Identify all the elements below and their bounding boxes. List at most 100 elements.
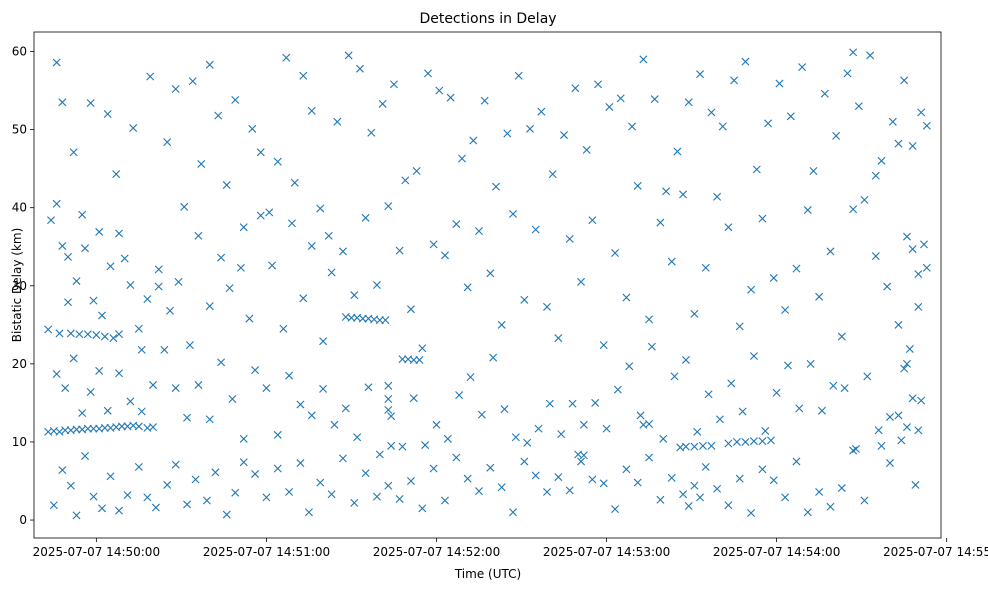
- data-point: [350, 498, 359, 507]
- x-axis-label: Time (UTC): [454, 567, 521, 581]
- data-point: [299, 71, 308, 80]
- data-point: [395, 246, 404, 255]
- data-point: [611, 505, 620, 514]
- data-point: [772, 388, 781, 397]
- data-point: [81, 244, 90, 253]
- data-point: [775, 79, 784, 88]
- data-point: [358, 314, 367, 323]
- data-point: [66, 329, 75, 338]
- data-point: [126, 281, 135, 289]
- data-point: [389, 80, 398, 89]
- data-point: [905, 345, 914, 354]
- data-point: [809, 167, 818, 175]
- data-point: [316, 478, 325, 487]
- data-point: [565, 486, 574, 495]
- data-point: [701, 462, 710, 471]
- data-point: [713, 484, 722, 493]
- data-point: [115, 506, 124, 515]
- data-point: [134, 422, 143, 431]
- data-point: [727, 379, 736, 388]
- data-point: [900, 76, 909, 85]
- data-point: [582, 145, 591, 154]
- data-point: [486, 269, 495, 278]
- data-point: [829, 381, 838, 390]
- data-point: [509, 508, 517, 517]
- data-point: [639, 55, 648, 64]
- data-point: [52, 58, 61, 67]
- data-point: [154, 282, 163, 291]
- data-point: [324, 231, 333, 240]
- data-point: [463, 474, 472, 483]
- data-point: [103, 406, 112, 415]
- data-point: [75, 330, 84, 339]
- x-tick-label: 2025-07-07 14:54:00: [713, 545, 840, 559]
- y-tick-label: 10: [12, 435, 27, 449]
- data-point: [693, 427, 702, 436]
- data-point: [577, 457, 586, 466]
- data-point: [98, 504, 107, 513]
- data-point: [531, 225, 540, 234]
- data-point: [83, 424, 92, 433]
- data-point: [914, 270, 923, 279]
- data-point: [605, 102, 614, 111]
- data-point: [401, 176, 410, 185]
- data-point: [511, 433, 520, 442]
- data-point: [194, 231, 203, 240]
- data-point: [871, 252, 880, 261]
- data-point: [696, 70, 705, 79]
- data-point: [463, 283, 472, 292]
- data-point: [458, 154, 466, 163]
- data-point: [398, 442, 407, 451]
- data-point: [645, 453, 654, 462]
- data-point: [183, 500, 192, 509]
- data-point: [560, 131, 569, 140]
- data-point: [344, 51, 353, 60]
- data-point: [149, 423, 158, 432]
- data-point: [577, 277, 586, 286]
- data-point: [100, 423, 109, 432]
- data-point: [307, 411, 316, 420]
- x-tick-label: 2025-07-07 14:53:00: [543, 545, 670, 559]
- data-point: [265, 208, 274, 217]
- data-point: [860, 195, 869, 204]
- data-point: [78, 210, 87, 219]
- data-point: [554, 473, 563, 482]
- data-point: [885, 412, 894, 421]
- data-point: [707, 108, 716, 117]
- data-point: [917, 108, 926, 117]
- data-point: [849, 48, 858, 57]
- data-point: [205, 415, 214, 424]
- data-point: [650, 95, 659, 104]
- data-point: [146, 72, 155, 81]
- data-point: [409, 394, 418, 403]
- data-point: [599, 341, 608, 350]
- data-point: [633, 181, 642, 190]
- data-point: [338, 454, 347, 463]
- data-point: [372, 492, 381, 501]
- data-point: [500, 405, 509, 414]
- data-point: [781, 305, 790, 314]
- data-point: [475, 487, 483, 496]
- data-point: [319, 337, 328, 346]
- data-point: [112, 170, 121, 179]
- data-point: [273, 430, 282, 439]
- data-point: [707, 441, 716, 450]
- data-point: [537, 107, 546, 116]
- data-point: [452, 220, 461, 229]
- data-point: [372, 281, 381, 289]
- data-point: [749, 437, 758, 446]
- data-point: [860, 496, 869, 505]
- data-point: [304, 508, 313, 517]
- data-point: [659, 434, 668, 443]
- data-point: [236, 263, 245, 272]
- data-point: [194, 380, 203, 389]
- data-point: [435, 86, 444, 95]
- data-point: [69, 148, 78, 157]
- data-point: [316, 204, 325, 213]
- data-point: [920, 240, 928, 249]
- data-point: [911, 480, 920, 489]
- data-point: [171, 460, 180, 469]
- data-point: [588, 216, 597, 225]
- data-point: [622, 465, 631, 474]
- data-point: [902, 232, 911, 241]
